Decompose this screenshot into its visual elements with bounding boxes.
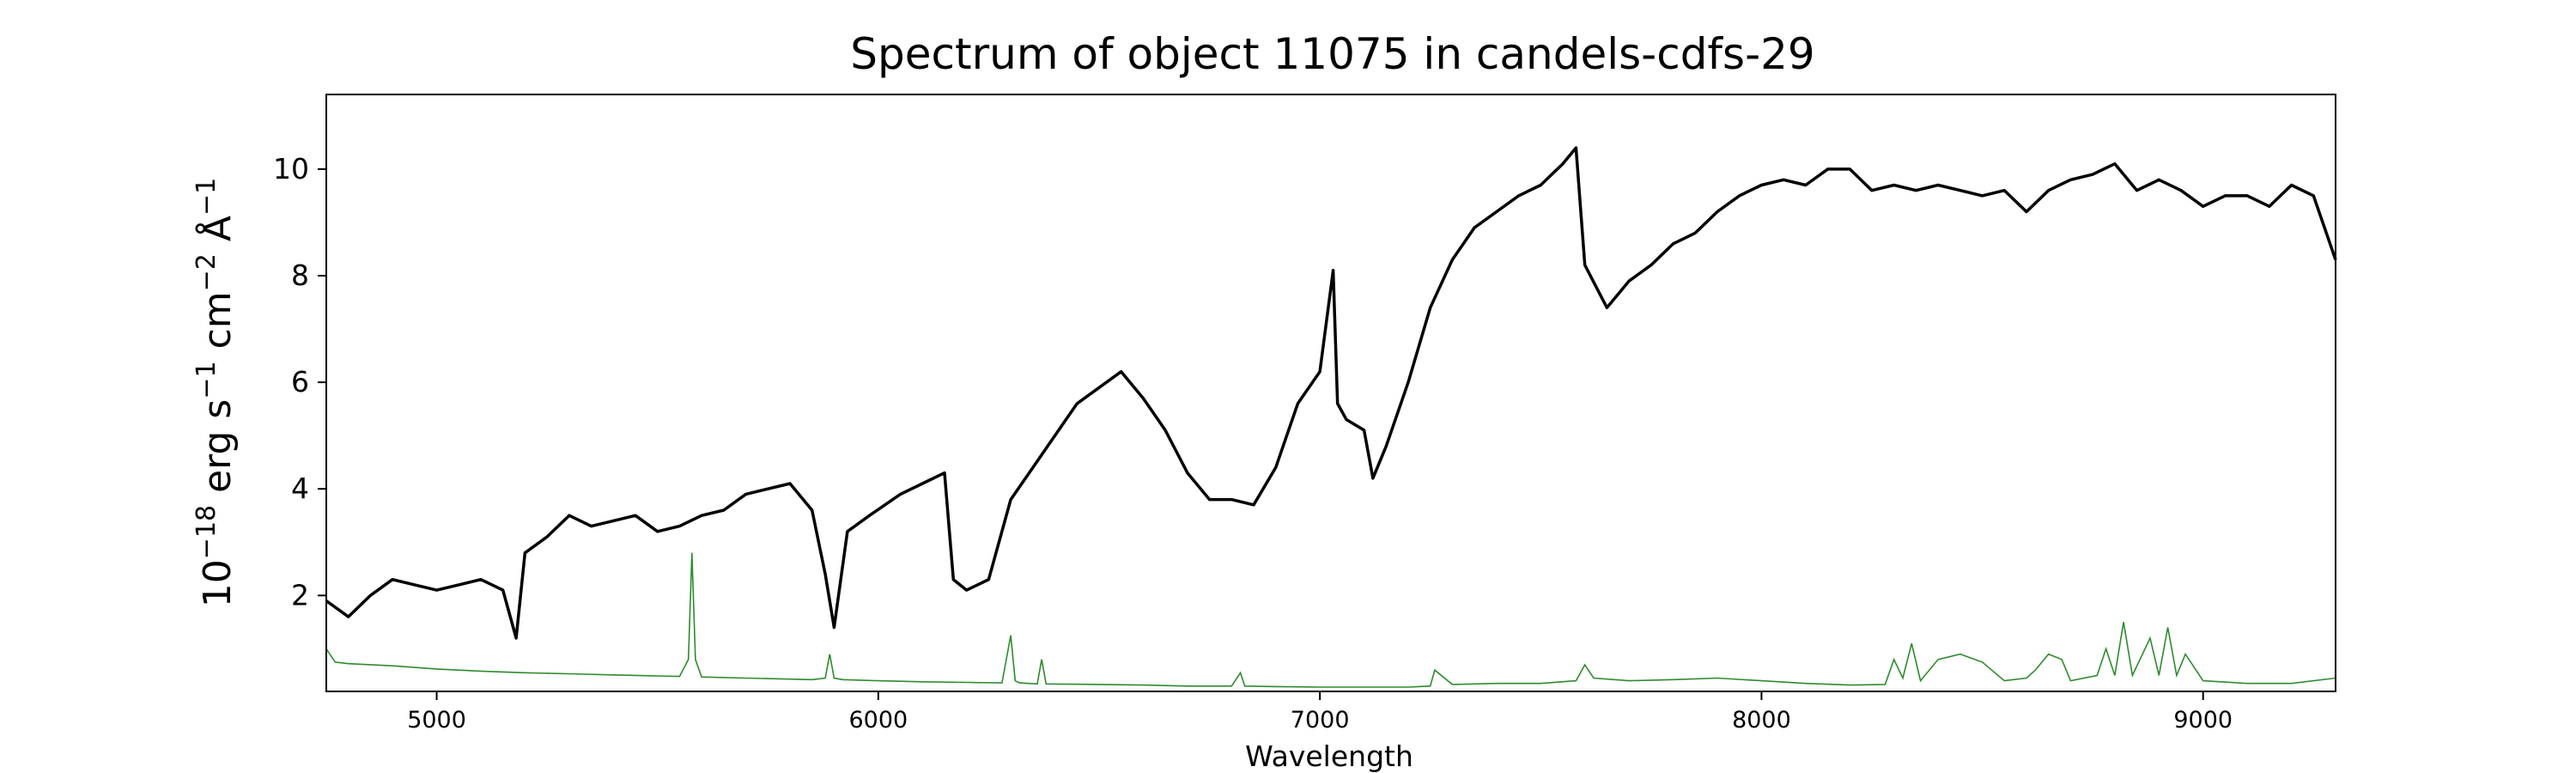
chart-title: Spectrum of object 11075 in candels-cdfs… xyxy=(850,29,1815,79)
y-tick-label: 2 xyxy=(291,578,309,612)
y-tick-label: 8 xyxy=(291,259,309,292)
x-tick-label: 9000 xyxy=(2173,707,2233,733)
flux-series-line xyxy=(325,146,2337,640)
x-axis-label: Wavelength xyxy=(1245,740,1413,773)
plot-frame xyxy=(325,94,2336,692)
y-axis-label: 10−18 erg s−1 cm−2 Å−1 xyxy=(191,178,240,607)
y-axis: 2 4 6 8 10 xyxy=(273,152,326,612)
x-axis: 5000 6000 7000 8000 9000 xyxy=(407,691,2233,733)
y-tick-label: 4 xyxy=(291,472,309,505)
x-tick-label: 7000 xyxy=(1291,707,1350,733)
error-series-line xyxy=(325,552,2336,688)
x-tick-label: 8000 xyxy=(1732,707,1791,733)
x-tick-label: 6000 xyxy=(848,707,908,733)
x-tick-label: 5000 xyxy=(407,707,466,733)
y-tick-label: 10 xyxy=(273,152,309,186)
plot-area xyxy=(325,94,2337,692)
y-tick-label: 6 xyxy=(291,365,309,399)
